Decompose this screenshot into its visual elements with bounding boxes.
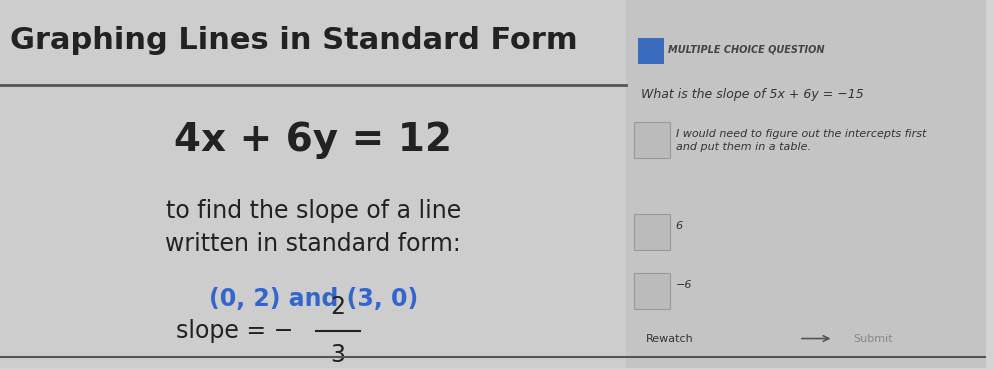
Text: 2: 2 xyxy=(330,295,345,319)
Text: I would need to figure out the intercepts first
and put them in a table.: I would need to figure out the intercept… xyxy=(676,129,926,152)
FancyBboxPatch shape xyxy=(634,122,670,158)
Text: Rewatch: Rewatch xyxy=(646,333,694,343)
FancyBboxPatch shape xyxy=(626,0,986,368)
Text: slope = −: slope = − xyxy=(176,319,293,343)
Text: 3: 3 xyxy=(330,343,345,367)
Text: MULTIPLE CHOICE QUESTION: MULTIPLE CHOICE QUESTION xyxy=(668,45,824,55)
Text: 4x + 6y = 12: 4x + 6y = 12 xyxy=(174,121,452,159)
FancyBboxPatch shape xyxy=(634,273,670,309)
Text: What is the slope of 5x + 6y = −15: What is the slope of 5x + 6y = −15 xyxy=(641,88,864,101)
Text: −6: −6 xyxy=(676,280,692,290)
Text: Graphing Lines in Standard Form: Graphing Lines in Standard Form xyxy=(10,26,578,55)
Text: (0, 2) and (3, 0): (0, 2) and (3, 0) xyxy=(209,287,417,311)
Text: 6: 6 xyxy=(676,221,683,231)
Text: to find the slope of a line
written in standard form:: to find the slope of a line written in s… xyxy=(165,199,461,256)
FancyBboxPatch shape xyxy=(634,214,670,250)
FancyBboxPatch shape xyxy=(638,37,664,64)
FancyBboxPatch shape xyxy=(0,0,626,368)
Text: Submit: Submit xyxy=(853,333,893,343)
